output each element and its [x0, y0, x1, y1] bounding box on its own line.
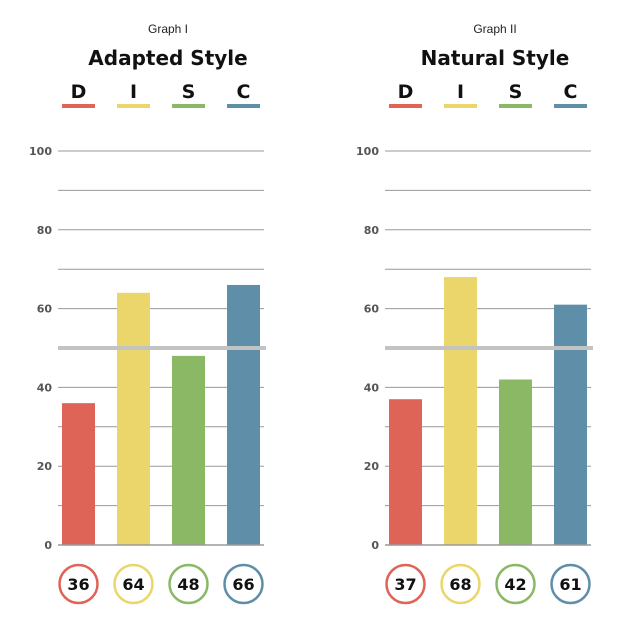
score-label: 61 — [559, 575, 581, 594]
category-label-c: C — [564, 81, 578, 103]
y-tick-label: 40 — [364, 381, 380, 394]
score-circle — [58, 563, 99, 605]
score-circle — [168, 563, 209, 605]
y-tick-label: 0 — [371, 539, 379, 552]
chart-svg-natural: 0 20 40 60 80 100 D I S C 37 68 42 61 — [356, 81, 593, 605]
bar-c — [227, 284, 260, 545]
graph-label: Graph II — [473, 22, 517, 36]
score-circle — [223, 563, 264, 605]
category-label-s: S — [182, 81, 196, 103]
bar-c — [554, 304, 587, 545]
category-label-d: D — [71, 81, 87, 103]
chart-title: Natural Style — [420, 46, 570, 70]
score-label: 64 — [122, 575, 144, 594]
y-tick-label: 0 — [44, 539, 52, 552]
score-label: 66 — [232, 575, 254, 594]
graph-panel-natural: Graph II Natural Style 0 20 40 60 80 100 D I S C 3… — [345, 0, 628, 644]
score-label: 36 — [67, 575, 89, 594]
category-label-s: S — [509, 81, 523, 103]
score-label: 37 — [394, 575, 416, 594]
legend-swatch-c — [227, 104, 260, 108]
legend-swatch-i — [117, 104, 150, 108]
graph-label: Graph I — [147, 22, 189, 36]
score-circle — [550, 563, 591, 605]
score-label: 42 — [504, 575, 526, 594]
category-label-d: D — [398, 81, 414, 103]
y-tick-label: 40 — [37, 381, 53, 394]
y-tick-label: 20 — [37, 460, 53, 473]
bar-d — [62, 403, 95, 545]
score-circle — [385, 563, 426, 605]
legend-swatch-d — [389, 104, 422, 108]
legend-swatch-s — [499, 104, 532, 108]
score-label: 48 — [177, 575, 199, 594]
legend-swatch-d — [62, 104, 95, 108]
legend-swatch-s — [172, 104, 205, 108]
y-tick-label: 60 — [37, 303, 53, 316]
bar-i — [444, 277, 477, 545]
chart-title: Adapted Style — [88, 46, 248, 70]
score-circle — [113, 563, 154, 605]
y-tick-label: 100 — [356, 145, 379, 158]
bar-i — [117, 292, 150, 545]
category-label-i: I — [457, 81, 464, 103]
score-circle — [440, 563, 481, 605]
legend-swatch-c — [554, 104, 587, 108]
chart-svg-adapted: 0 20 40 60 80 100 D I S C 36 64 48 66 — [29, 81, 266, 605]
y-tick-label: 80 — [37, 224, 53, 237]
bar-s — [499, 379, 532, 545]
y-tick-label: 60 — [364, 303, 380, 316]
bar-s — [172, 355, 205, 545]
score-label: 68 — [449, 575, 471, 594]
y-tick-label: 20 — [364, 460, 380, 473]
legend-swatch-i — [444, 104, 477, 108]
graph-panel-adapted: Graph I Adapted Style 0 20 40 60 80 100 D I S C 36… — [18, 0, 318, 644]
category-label-c: C — [237, 81, 251, 103]
y-tick-label: 80 — [364, 224, 380, 237]
score-circle — [495, 563, 536, 605]
bar-d — [389, 399, 422, 545]
y-tick-label: 100 — [29, 145, 52, 158]
category-label-i: I — [130, 81, 137, 103]
